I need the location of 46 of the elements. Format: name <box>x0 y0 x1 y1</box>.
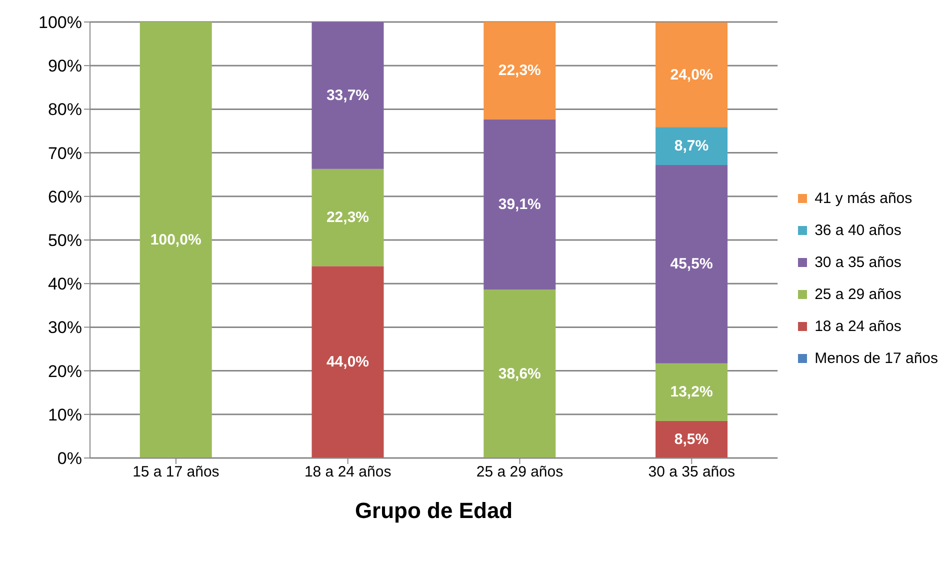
y-tick-label: 40% <box>48 274 82 294</box>
data-label: 38,6% <box>498 365 541 382</box>
y-tick-label: 10% <box>48 405 82 424</box>
data-label: 24,0% <box>670 66 713 84</box>
legend-label: 30 a 35 años <box>814 254 902 270</box>
bar <box>484 290 556 458</box>
y-tick-label: 0% <box>57 449 82 468</box>
x-axis-title: Grupo de Edad <box>354 498 513 523</box>
data-label: 8,5% <box>674 430 709 448</box>
data-label: 22,3% <box>498 62 541 80</box>
bar <box>484 22 556 120</box>
x-tick-label: 15 a 17 años <box>132 464 220 481</box>
bar <box>656 363 728 421</box>
data-label: 100,0% <box>150 232 202 248</box>
bar <box>656 165 728 364</box>
y-tick-label: 90% <box>48 56 82 76</box>
y-tick-label: 30% <box>48 318 82 338</box>
x-tick-label: 18 a 24 años <box>304 464 392 481</box>
data-label: 33,7% <box>326 86 370 104</box>
y-tick-label: 60% <box>48 187 82 206</box>
bar <box>312 22 384 169</box>
bar <box>312 266 384 458</box>
bar <box>656 22 728 128</box>
y-tick-label: 100% <box>38 13 82 32</box>
legend-label: 41 y más años <box>814 190 912 206</box>
bar <box>312 168 384 266</box>
legend-label: 18 a 24 años <box>814 318 902 334</box>
data-label: 22,3% <box>326 209 370 226</box>
data-label: 45,5% <box>670 256 713 273</box>
legend-label: 36 a 40 años <box>814 222 902 238</box>
legend-label: 25 a 29 años <box>814 286 902 302</box>
bar <box>484 119 556 290</box>
y-tick-label: 80% <box>48 100 82 120</box>
data-label: 39,1% <box>498 196 541 213</box>
bar <box>656 127 728 166</box>
x-tick-label: 30 a 35 años <box>648 464 736 481</box>
bar <box>656 420 728 458</box>
data-label: 13,2% <box>670 384 713 401</box>
y-tick-label: 20% <box>48 362 82 381</box>
x-tick-label: 25 a 29 años <box>476 464 564 481</box>
bar <box>140 22 212 458</box>
data-label: 44,0% <box>326 354 370 371</box>
legend-label: Menos de 17 años <box>814 350 938 366</box>
y-tick-label: 70% <box>48 144 82 163</box>
y-tick-label: 50% <box>48 231 82 250</box>
data-label: 8,7% <box>674 138 709 155</box>
